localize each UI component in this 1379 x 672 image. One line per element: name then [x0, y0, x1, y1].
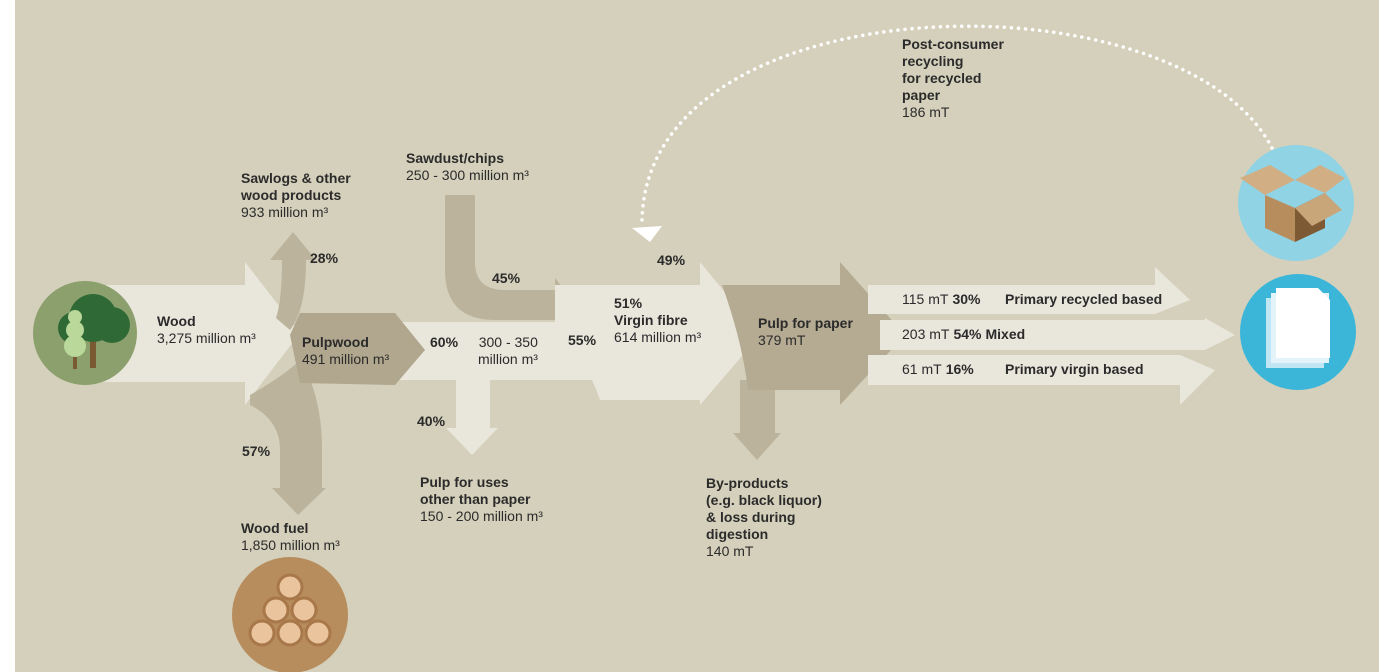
wood-arrow [85, 262, 300, 405]
output-arrow [868, 267, 1190, 314]
box-icon [1238, 145, 1354, 261]
name: Pulp for uses [420, 474, 509, 490]
logs [248, 573, 332, 647]
tree-crown [68, 310, 82, 324]
sawdust-arrow [445, 195, 572, 322]
name: for recycled [902, 70, 982, 86]
label: Pulpwood 491 million m³ [302, 334, 389, 368]
name: Post-consumer [902, 36, 1004, 52]
label: 51% Virgin fibre 614 million m³ [614, 295, 701, 346]
name: Wood fuel [241, 520, 309, 536]
share: 16% [945, 361, 974, 377]
label: By-products (e.g. black liquor) & loss dur… [706, 475, 822, 560]
label: Wood fuel 1,850 million m³ [241, 520, 340, 554]
value: 186 mT [902, 104, 950, 120]
name: Sawdust/chips [406, 150, 505, 166]
value: 150 - 200 million m³ [420, 508, 543, 524]
pulpwood-arrow [290, 313, 425, 385]
output-arrow [868, 355, 1215, 405]
name: Pulp for paper [758, 315, 853, 331]
other-pulp-arrow [446, 378, 498, 455]
name: paper [902, 87, 941, 103]
name: & loss during [706, 509, 796, 525]
value: 933 million m³ [241, 204, 329, 220]
name: Virgin fibre [614, 312, 688, 328]
name: other than paper [420, 491, 531, 507]
name: (e.g. black liquor) [706, 492, 822, 508]
name: wood products [241, 187, 342, 203]
tree-crown [94, 307, 130, 343]
box-flap [1295, 193, 1342, 226]
pulp-arrow [400, 322, 600, 380]
tree-crown [64, 335, 86, 357]
value: 491 million m³ [302, 351, 390, 367]
box-side [1265, 195, 1295, 242]
value: 300 - 350 [478, 334, 538, 350]
tree-crown [66, 321, 84, 339]
amount: 203 mT [902, 326, 950, 342]
label: Pulp for uses other than paper 150 - 200 m… [420, 474, 543, 525]
label: Post-consumer recycling for recycled paper 1… [902, 36, 1004, 121]
virgin-fibre-arrow [555, 262, 760, 405]
output-arrow [880, 318, 1235, 350]
share: 60% [430, 334, 459, 350]
amount: 115 mT [902, 291, 949, 307]
value: 379 mT [758, 332, 806, 348]
recycling-arrowhead [632, 226, 662, 242]
value: 250 - 300 million m³ [406, 167, 529, 183]
output-row: 203 mT 54% Mixed [902, 326, 1029, 343]
share: 55% [568, 332, 597, 348]
output-row: 115 mT 30% Primary recycled based [902, 291, 1162, 308]
share: 57% [242, 443, 271, 459]
name: digestion [706, 526, 769, 542]
pulp-for-paper-arrow [722, 262, 905, 405]
value: million m³ [478, 351, 538, 367]
share: 49% [657, 252, 686, 268]
label: 300 - 350 million m³ [478, 334, 538, 368]
output-label: Mixed [985, 326, 1026, 342]
paper-sheet [1276, 288, 1330, 358]
label: Wood 3,275 million m³ [157, 313, 256, 347]
share: 51% [614, 295, 643, 311]
tree-trunk [90, 330, 96, 368]
name: recycling [902, 53, 964, 69]
by-products-arrow [733, 380, 781, 460]
name: By-products [706, 475, 789, 491]
box-flap [1240, 165, 1295, 195]
share: 28% [310, 250, 339, 266]
sawlogs-arrow [270, 232, 316, 330]
share: 40% [417, 413, 446, 429]
label: Pulp for paper 379 mT [758, 315, 853, 349]
value: 614 million m³ [614, 329, 702, 345]
output-row: 61 mT 16% Primary virgin based [902, 361, 1144, 378]
wood-fuel-arrow [250, 360, 326, 515]
box-flap [1295, 165, 1345, 193]
share: 30% [952, 291, 981, 307]
name: Sawlogs & other [241, 170, 351, 186]
value: 1,850 million m³ [241, 537, 340, 553]
share: 45% [492, 270, 521, 286]
value: 3,275 million m³ [157, 330, 256, 346]
name: Wood [157, 313, 196, 329]
name: Pulpwood [302, 334, 369, 350]
label: Sawlogs & other wood products 933 million … [241, 170, 351, 221]
output-label: Primary virgin based [1005, 361, 1144, 377]
amount: 61 mT [902, 361, 942, 377]
value: 140 mT [706, 543, 754, 559]
share: 54% [953, 326, 982, 342]
output-label: Primary recycled based [1005, 291, 1163, 307]
label: Sawdust/chips 250 - 300 million m³ [406, 150, 529, 184]
